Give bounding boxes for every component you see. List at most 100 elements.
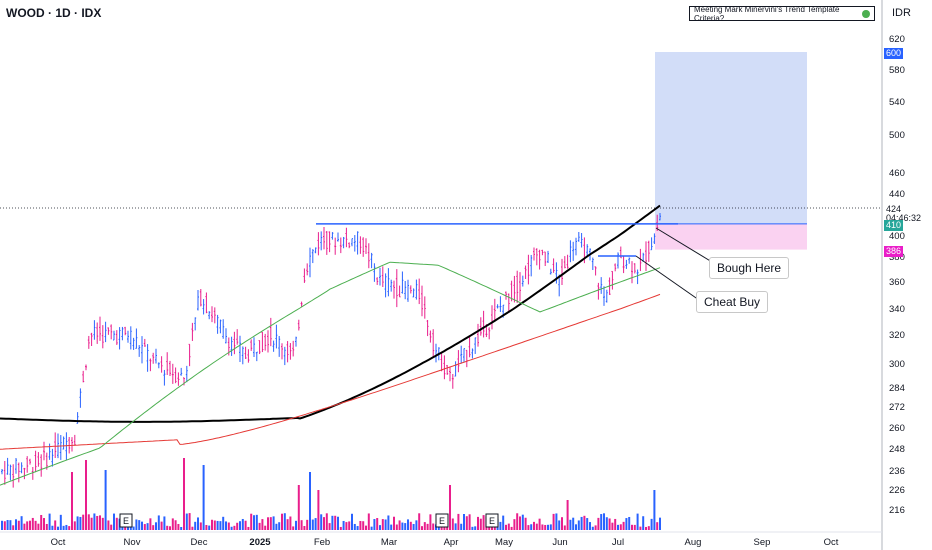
volume-bar xyxy=(12,525,15,530)
volume-bar xyxy=(631,524,633,530)
time-tick-label: Aug xyxy=(685,537,702,548)
volume-bar xyxy=(530,524,533,530)
price-tick-label: 360 xyxy=(889,277,905,288)
volume-bar xyxy=(303,526,306,530)
criteria-label: Meeting Mark Minervini's Trend Template … xyxy=(694,4,840,23)
price-tick-label: 500 xyxy=(889,130,905,141)
volume-bar xyxy=(376,518,379,530)
cheat-pointer xyxy=(635,255,700,301)
volume-bar xyxy=(477,516,479,530)
price-tick-label: 248 xyxy=(889,444,905,455)
volume-bar xyxy=(647,526,650,530)
volume-bar xyxy=(622,521,625,530)
time-tick-label: Sep xyxy=(754,537,771,548)
volume-bar xyxy=(421,526,423,530)
volume-bar xyxy=(611,522,614,530)
volume-bar xyxy=(43,518,45,530)
volume-bar xyxy=(157,515,160,530)
volume-bar xyxy=(107,520,110,530)
callout-bought-here[interactable]: Bough Here xyxy=(709,257,790,279)
volume-bar xyxy=(40,514,43,530)
volume-bar xyxy=(418,513,421,530)
volume-bar xyxy=(586,518,589,530)
volume-bar xyxy=(57,526,59,530)
volume-bar xyxy=(328,523,331,530)
volume-bar xyxy=(597,517,600,530)
volume-bar xyxy=(51,525,54,530)
volume-bar xyxy=(174,520,177,530)
volume-bar xyxy=(468,514,471,530)
volume-bar xyxy=(659,517,661,530)
volume-bar xyxy=(619,524,622,530)
volume-bar xyxy=(423,522,426,530)
volume-bar xyxy=(653,490,656,530)
volume-bar xyxy=(541,524,544,530)
volume-bar xyxy=(317,490,320,530)
bar-countdown: 04:46:32 xyxy=(884,213,924,224)
volume-bar xyxy=(261,519,264,530)
volume-bar xyxy=(614,518,617,530)
price-tick-label: 320 xyxy=(889,330,905,341)
volume-bar xyxy=(65,524,68,530)
price-tick-label: 460 xyxy=(889,168,905,179)
volume-bar xyxy=(390,524,393,530)
volume-bar xyxy=(510,526,513,530)
volume-bar xyxy=(141,521,143,530)
volume-bar xyxy=(255,514,258,530)
volume-bar xyxy=(524,517,527,530)
volume-bar xyxy=(149,518,152,530)
volume-bar xyxy=(62,525,65,530)
currency-label: IDR xyxy=(892,7,911,19)
volume-bar xyxy=(6,520,9,530)
volume-bar xyxy=(379,525,381,530)
volume-bar xyxy=(650,518,653,530)
volume-bar xyxy=(292,526,295,530)
ma200-line xyxy=(0,204,661,423)
volume-bar xyxy=(15,519,17,530)
volume-bar xyxy=(34,520,37,530)
time-tick-label: Mar xyxy=(381,537,397,548)
volume-bar xyxy=(636,513,639,530)
volume-bar xyxy=(342,520,345,530)
callout-cheat-buy[interactable]: Cheat Buy xyxy=(696,291,769,313)
volume-bar xyxy=(331,515,334,530)
volume-bar xyxy=(155,522,157,530)
volume-bar xyxy=(463,514,465,530)
volume-bar xyxy=(152,525,155,530)
volume-bar xyxy=(143,524,146,530)
volume-bar xyxy=(594,525,597,530)
volume-bar xyxy=(54,520,57,530)
volume-bar xyxy=(432,523,435,530)
criteria-indicator[interactable]: Meeting Mark Minervini's Trend Template … xyxy=(689,4,875,23)
volume-bar xyxy=(479,518,482,530)
price-tick-label: 340 xyxy=(889,304,905,315)
volume-bar xyxy=(351,513,353,530)
volume-bar xyxy=(163,516,166,530)
volume-bar xyxy=(23,523,26,530)
volume-bar xyxy=(297,485,300,530)
volume-bar xyxy=(166,525,169,530)
volume-bar xyxy=(395,524,398,530)
volume-bar xyxy=(68,526,71,530)
price-tick-label: 260 xyxy=(889,423,905,434)
volume-bar xyxy=(289,516,292,530)
volume-bar xyxy=(577,520,580,530)
volume-bar xyxy=(278,522,281,530)
volume-bar xyxy=(104,470,107,530)
target-price-tag: 600 xyxy=(884,48,904,59)
volume-bar xyxy=(370,526,373,530)
volume-bar xyxy=(59,514,62,530)
stop-price-tag: 386 xyxy=(884,246,904,257)
volume-bar xyxy=(575,524,577,530)
volume-bar xyxy=(625,518,628,530)
volume-bar xyxy=(460,523,463,530)
volume-bar xyxy=(451,518,454,530)
volume-bar xyxy=(135,519,138,530)
volume-bar xyxy=(180,526,183,530)
price-tick-label: 380 xyxy=(889,252,905,263)
volume-bar xyxy=(216,520,219,530)
last-price-tag: 424 xyxy=(884,204,904,215)
price-tick-label: 300 xyxy=(889,359,905,370)
